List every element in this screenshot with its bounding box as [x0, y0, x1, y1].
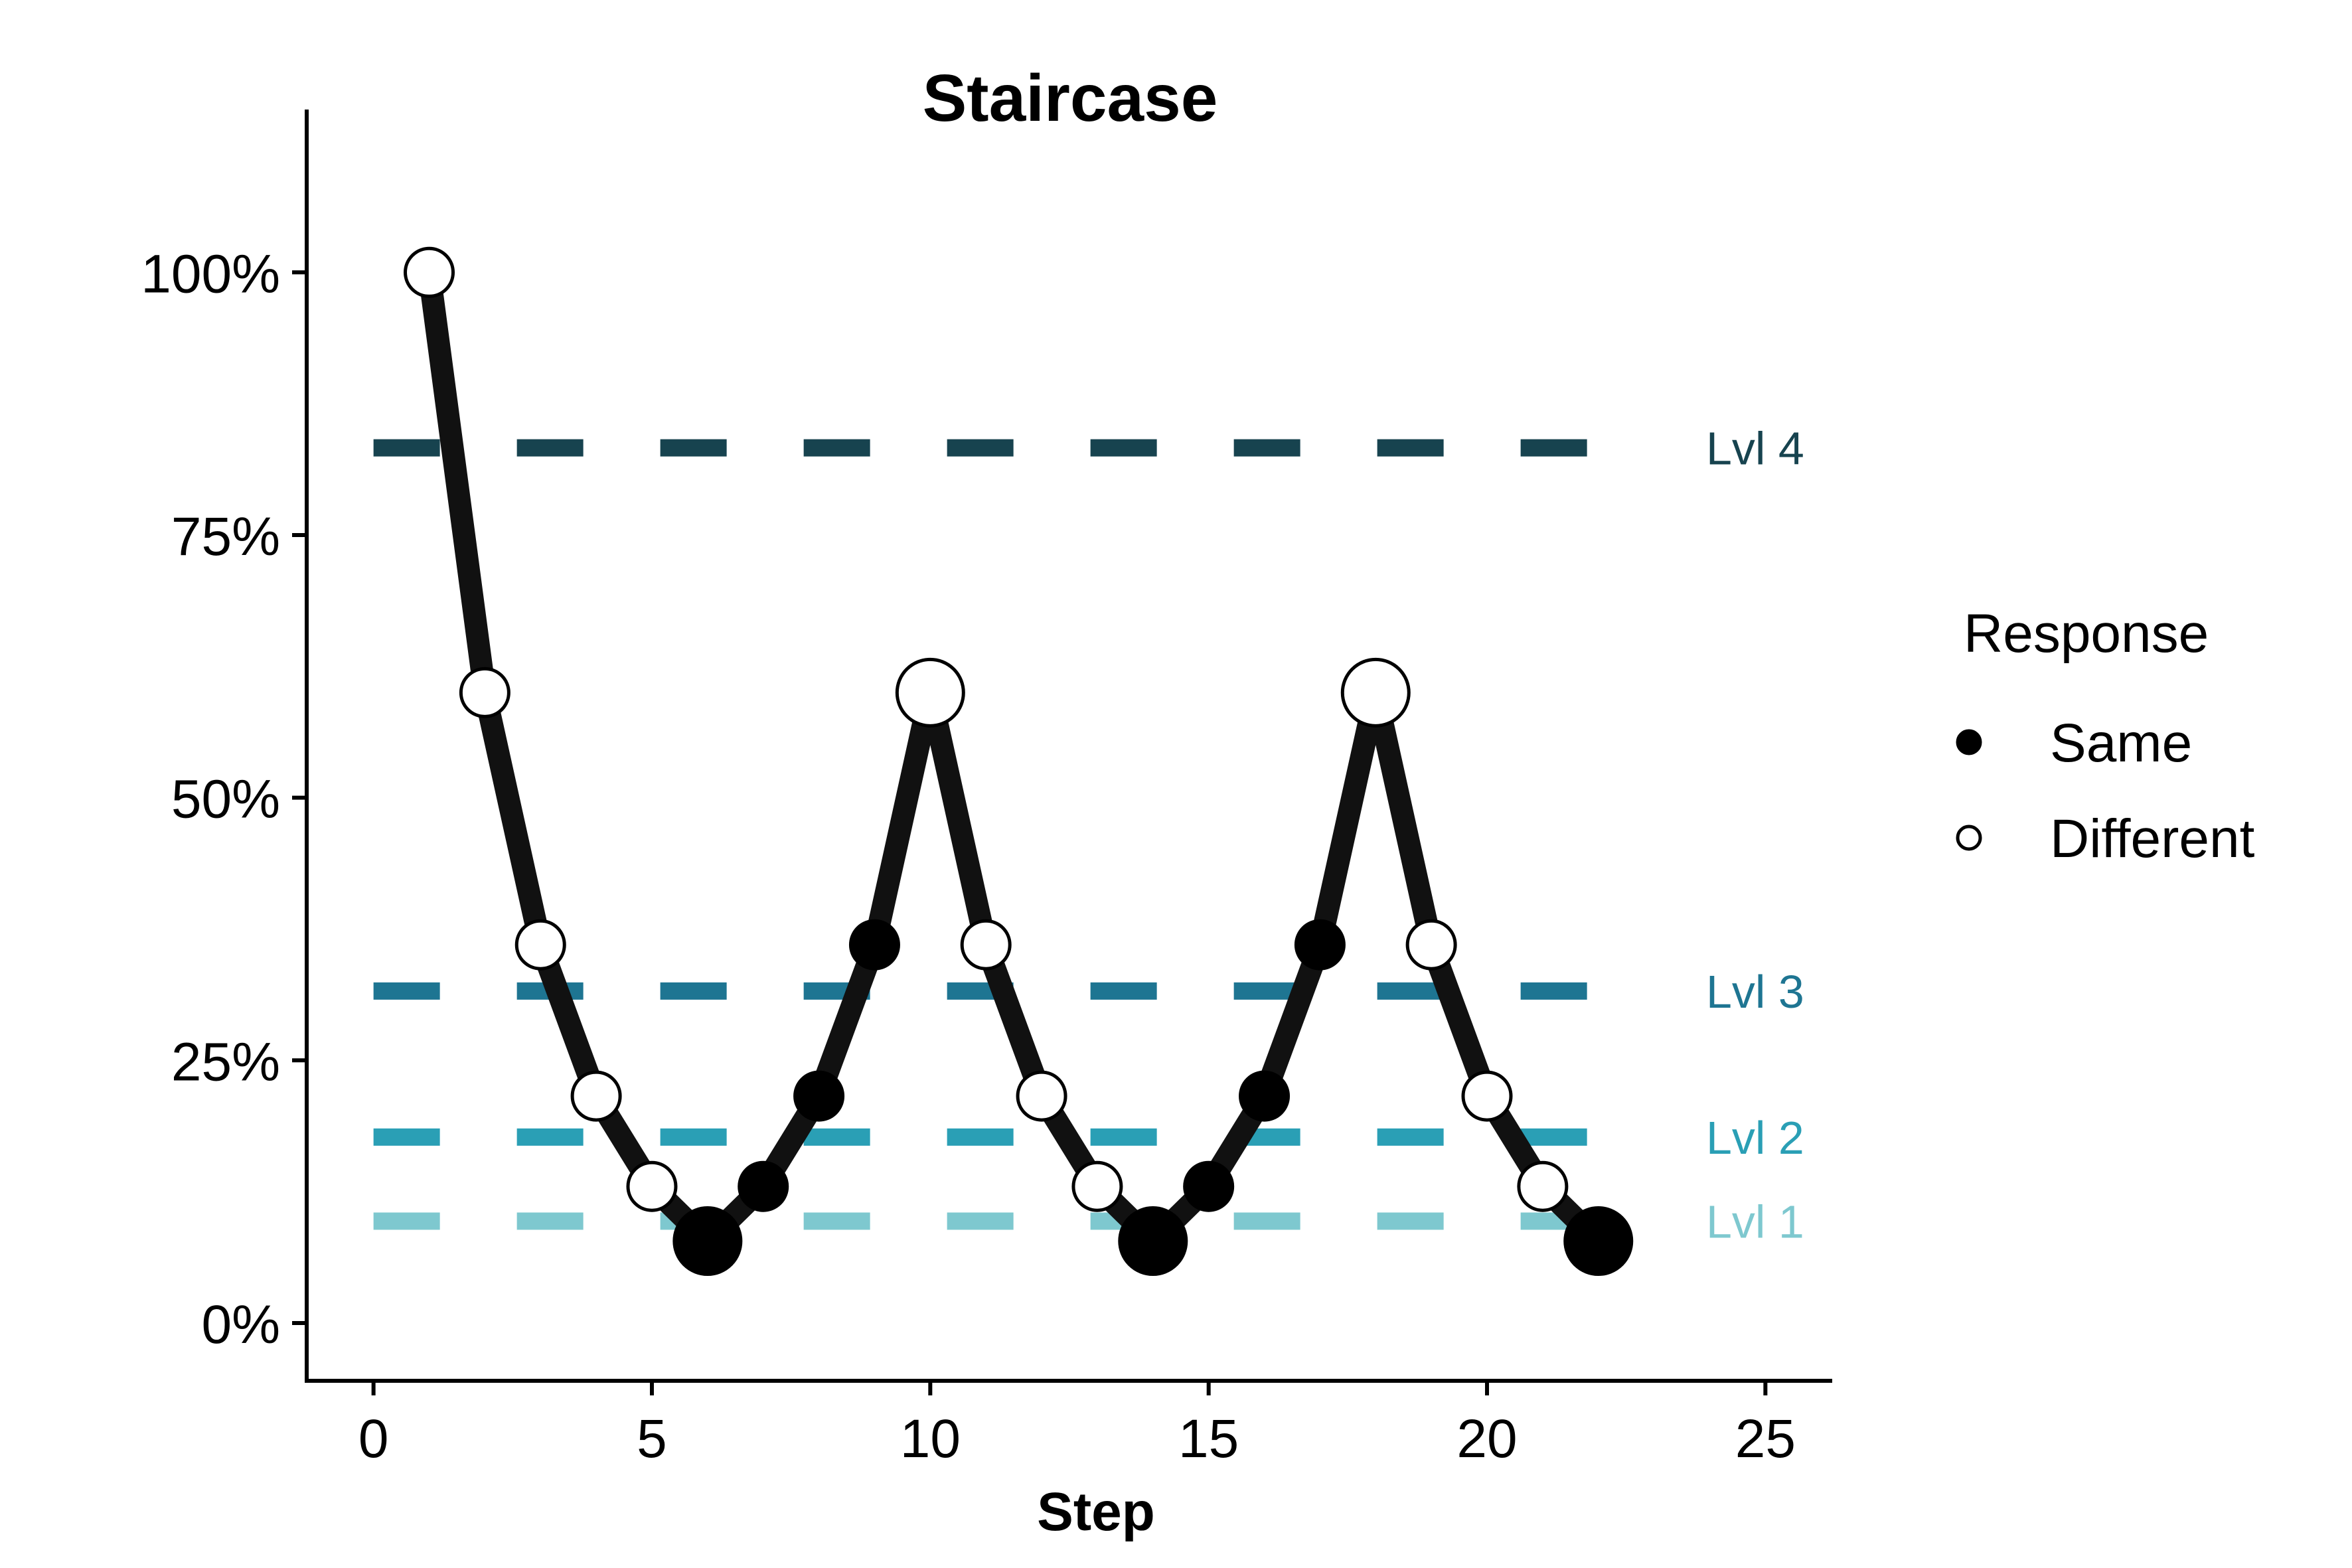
x-tick-label: 0 [358, 1409, 389, 1469]
x-tick-label: 25 [1735, 1409, 1796, 1469]
y-tick-label: 75% [171, 507, 280, 567]
x-tick-label: 20 [1456, 1409, 1517, 1469]
legend-title: Response [1964, 603, 2209, 664]
data-point-different [960, 919, 1012, 971]
data-point-different [1517, 1160, 1569, 1212]
y-tick-label: 100% [141, 244, 280, 304]
series-line [418, 261, 1610, 1253]
data-point-same [738, 1160, 789, 1212]
chart-title: Staircase [923, 61, 1218, 135]
data-point-different [895, 657, 965, 728]
data-point-same [1294, 919, 1346, 971]
legend-marker-same [1956, 729, 1982, 755]
data-point-same [793, 1070, 845, 1122]
data-point-different [404, 246, 455, 298]
legend-label: Same [2050, 713, 2192, 773]
data-point-different [1340, 657, 1411, 728]
data-point-different [626, 1160, 678, 1212]
reference-line-label: Lvl 3 [1706, 966, 1804, 1018]
data-point-same [1183, 1160, 1235, 1212]
series-polyline [418, 261, 1610, 1253]
reference-line-label: Lvl 4 [1706, 423, 1804, 475]
x-tick-label: 15 [1178, 1409, 1239, 1469]
data-point-same [1563, 1206, 1634, 1277]
data-point-different [514, 919, 566, 971]
axes: 0 5 10 15 20 25 0% 25% 50% 75% 100% [141, 110, 1832, 1469]
legend-marker-different [1956, 824, 1982, 851]
data-point-different [1405, 919, 1457, 971]
data-points [404, 246, 1634, 1277]
legend-label: Different [2050, 809, 2255, 869]
data-point-same [1239, 1070, 1291, 1122]
y-tick-label: 50% [171, 769, 280, 830]
data-point-different [1016, 1070, 1067, 1122]
data-point-same [1118, 1206, 1188, 1277]
reference-line-label: Lvl 1 [1706, 1196, 1804, 1247]
y-tick-label: 0% [201, 1294, 280, 1355]
data-point-different [1071, 1160, 1123, 1212]
reference-line-label: Lvl 2 [1706, 1112, 1804, 1164]
x-axis-title: Step [1037, 1482, 1155, 1542]
data-point-different [1461, 1070, 1513, 1122]
data-point-same [672, 1206, 743, 1277]
legend: Response Same Different [1956, 603, 2255, 869]
x-tick-label: 10 [900, 1409, 961, 1469]
data-point-different [570, 1070, 622, 1122]
reference-lines: Lvl 4 Lvl 3 Lvl 2 Lvl 1 [373, 423, 1804, 1247]
y-tick-label: 25% [171, 1032, 280, 1092]
legend-entries: Same Different [1956, 713, 2255, 869]
data-point-same [848, 919, 900, 971]
x-tick-label: 5 [637, 1409, 667, 1469]
data-point-different [459, 666, 510, 718]
